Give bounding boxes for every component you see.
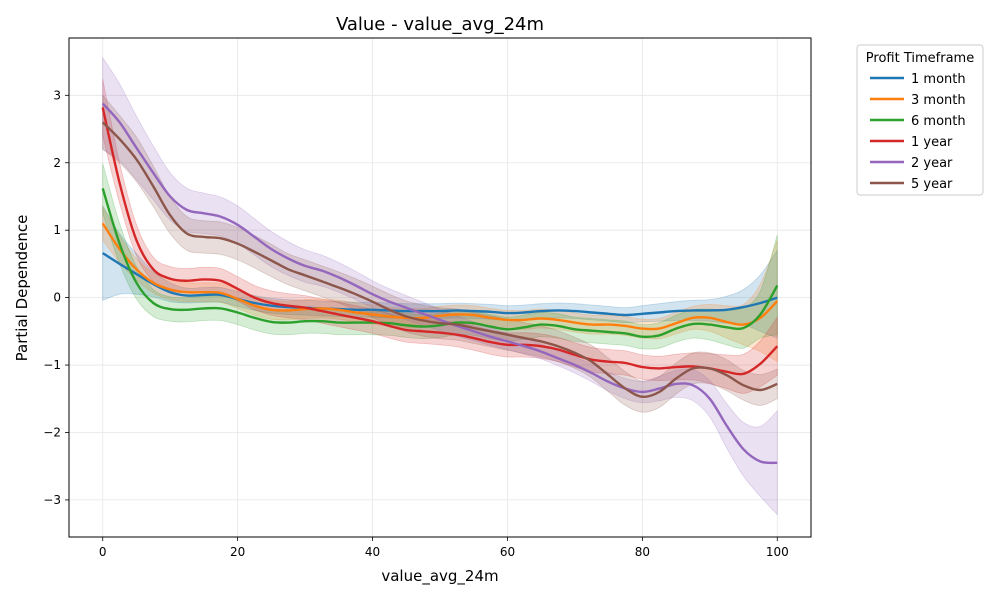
series-line-6 bbox=[101, 121, 778, 398]
y-tick-label: 1 bbox=[53, 223, 61, 237]
legend-box bbox=[856, 44, 984, 196]
confidence-band-4 bbox=[102, 79, 778, 394]
x-tick-label: 20 bbox=[230, 545, 245, 559]
legend-label: 1 year bbox=[911, 135, 953, 150]
y-tick-label: 0 bbox=[53, 291, 61, 305]
x-tick-label: 60 bbox=[500, 545, 515, 559]
x-tick-label: 40 bbox=[365, 545, 380, 559]
x-tick-label: 100 bbox=[766, 545, 789, 559]
legend-label: 6 month bbox=[911, 114, 966, 129]
series-line-4 bbox=[101, 107, 779, 376]
confidence-band-2 bbox=[102, 205, 778, 363]
plot-frame bbox=[68, 37, 812, 538]
confidence-band-6 bbox=[102, 94, 778, 413]
x-tick-label: 0 bbox=[99, 545, 107, 559]
x-axis-title: value_avg_24m bbox=[381, 567, 498, 586]
y-tick-label: 3 bbox=[53, 88, 61, 102]
chart-title: Value - value_avg_24m bbox=[336, 14, 544, 35]
legend: Profit Timeframe 1 month 3 month 6 month 1 … bbox=[856, 44, 984, 196]
legend-title: Profit Timeframe bbox=[866, 51, 974, 66]
series-lines bbox=[101, 102, 779, 465]
legend-item: 1 year bbox=[870, 135, 953, 150]
legend-item: 5 year bbox=[870, 177, 953, 192]
series-line-3 bbox=[101, 188, 779, 339]
legend-label: 2 year bbox=[911, 156, 953, 171]
plot-area bbox=[69, 38, 811, 537]
y-axis-ticks: −3 −2 −1 0 1 2 3 bbox=[43, 88, 69, 507]
series-line-2 bbox=[101, 222, 779, 331]
y-tick-label: −3 bbox=[43, 493, 61, 507]
legend-item: 6 month bbox=[870, 114, 966, 129]
y-axis-title: Partial Dependence bbox=[13, 215, 31, 362]
legend-item: 3 month bbox=[870, 93, 966, 108]
y-tick-label: −2 bbox=[43, 425, 61, 439]
series-line-1 bbox=[102, 252, 778, 317]
legend-item: 2 year bbox=[870, 156, 953, 171]
legend-label: 1 month bbox=[911, 72, 966, 87]
y-tick-label: −1 bbox=[43, 358, 61, 372]
legend-label: 5 year bbox=[911, 177, 953, 192]
confidence-band-5 bbox=[102, 56, 778, 516]
y-tick-label: 2 bbox=[53, 156, 61, 170]
legend-label: 3 month bbox=[911, 93, 966, 108]
x-tick-label: 80 bbox=[635, 545, 650, 559]
x-axis-ticks: 0 20 40 60 80 100 bbox=[99, 537, 789, 559]
legend-item: 1 month bbox=[870, 72, 966, 87]
